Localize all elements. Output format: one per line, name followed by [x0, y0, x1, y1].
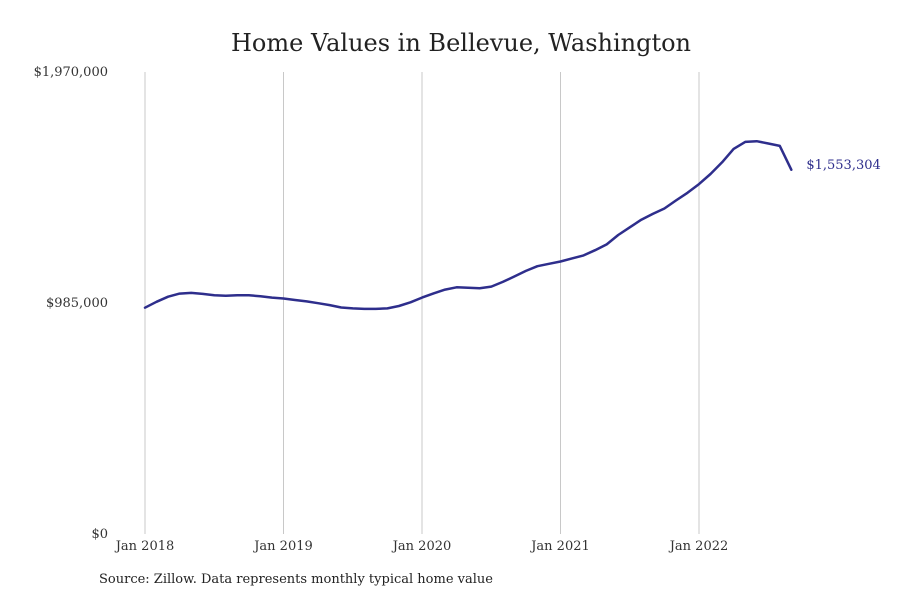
series-group: $1,553,304 — [143, 139, 881, 311]
x-tick-label: Jan 2019 — [252, 539, 313, 554]
x-tick-label: Jan 2021 — [529, 539, 590, 554]
y-tick-label: $985,000 — [46, 296, 108, 311]
y-tick-label: $1,970,000 — [34, 65, 108, 80]
x-tick-label: Jan 2018 — [114, 539, 175, 554]
last-value-label: $1,553,304 — [806, 158, 880, 173]
y-tick-label: $0 — [91, 527, 108, 542]
gridlines — [144, 72, 700, 534]
x-axis: Jan 2018 Jan 2019 Jan 2020 Jan 2021 Jan 2022 — [114, 539, 729, 554]
x-tick-label: Jan 2020 — [391, 539, 452, 554]
y-axis: $0 $985,000 $1,970,000 — [34, 65, 108, 542]
series-line — [143, 139, 793, 311]
source-note: Source: Zillow. Data represents monthly … — [99, 572, 493, 587]
chart-title: Home Values in Bellevue, Washington — [231, 29, 691, 57]
x-tick-label: Jan 2022 — [668, 539, 729, 554]
